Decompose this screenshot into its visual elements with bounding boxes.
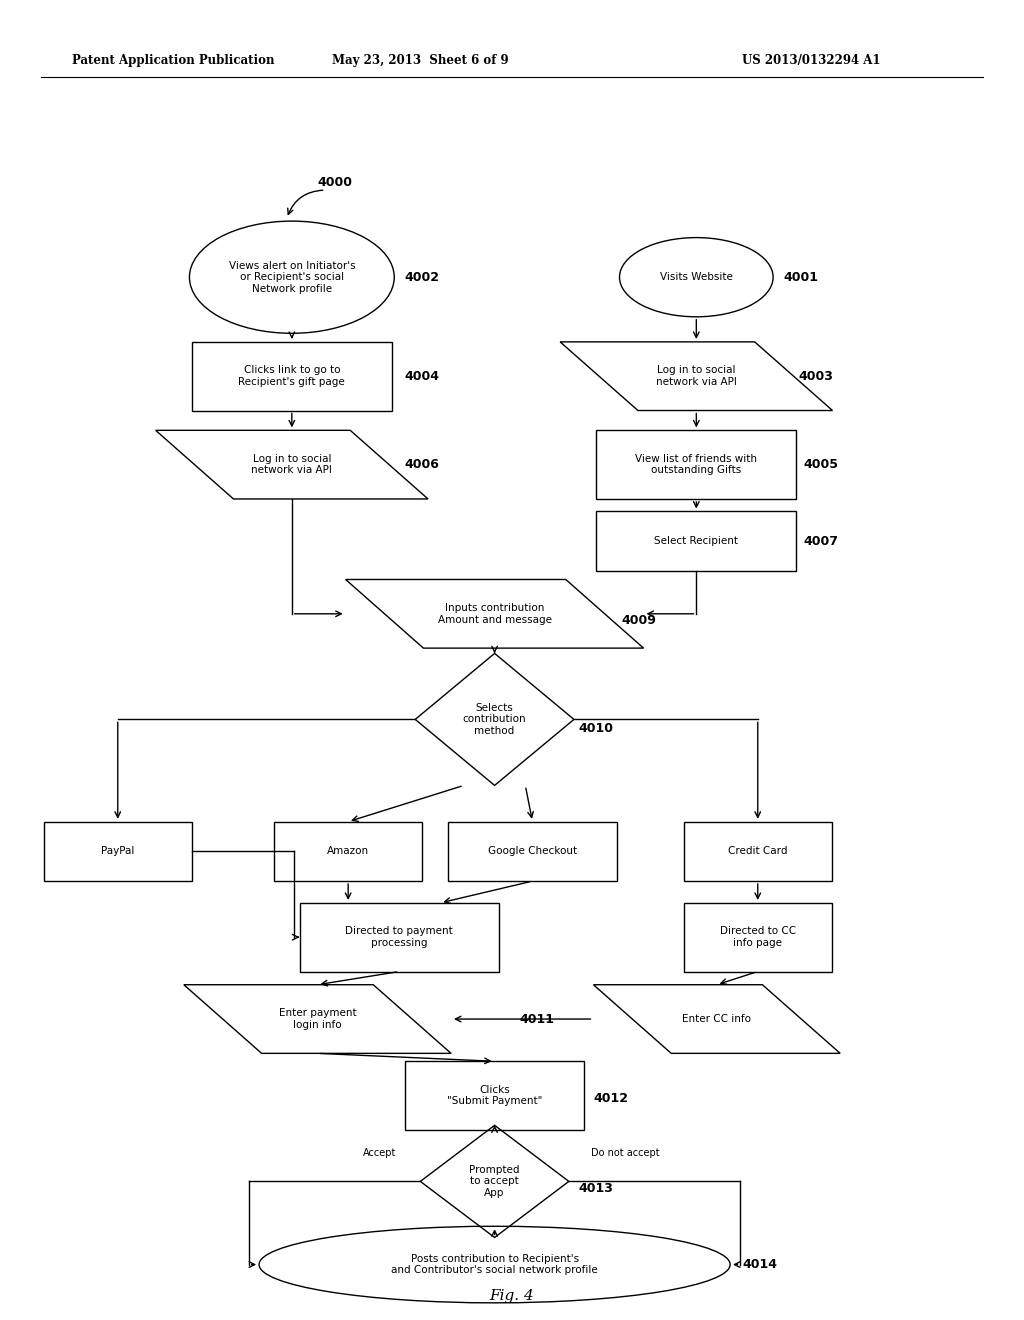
Text: 4005: 4005 [804,458,839,471]
Text: Log in to social
network via API: Log in to social network via API [252,454,332,475]
Text: Amazon: Amazon [327,846,370,857]
Text: Log in to social
network via API: Log in to social network via API [656,366,736,387]
Text: 4014: 4014 [742,1258,777,1271]
Text: 4001: 4001 [783,271,818,284]
Text: Visits Website: Visits Website [659,272,733,282]
Bar [684,821,831,882]
Text: 4000: 4000 [317,176,352,189]
Text: 4010: 4010 [579,722,613,735]
Text: 4009: 4009 [622,614,656,627]
Text: 4003: 4003 [799,370,834,383]
Text: Fig. 4: Fig. 4 [489,1290,535,1303]
Text: Accept: Accept [362,1147,396,1158]
Text: Enter CC info: Enter CC info [682,1014,752,1024]
Text: Views alert on Initiator's
or Recipient's social
Network profile: Views alert on Initiator's or Recipient'… [228,260,355,294]
Text: Selects
contribution
method: Selects contribution method [463,702,526,737]
Bar [404,1061,584,1130]
Bar [596,430,797,499]
Text: Credit Card: Credit Card [728,846,787,857]
Text: 4007: 4007 [804,535,839,548]
Text: Posts contribution to Recipient's
and Contributor's social network profile: Posts contribution to Recipient's and Co… [391,1254,598,1275]
Text: Patent Application Publication: Patent Application Publication [72,54,274,67]
Text: 4004: 4004 [404,370,439,383]
Bar [299,903,500,972]
Text: 4011: 4011 [519,1012,554,1026]
Text: Inputs contribution
Amount and message: Inputs contribution Amount and message [437,603,552,624]
Text: Directed to CC
info page: Directed to CC info page [720,927,796,948]
Text: Directed to payment
processing: Directed to payment processing [345,927,454,948]
Bar [191,342,391,411]
Text: 4013: 4013 [579,1181,613,1195]
Text: Clicks
"Submit Payment": Clicks "Submit Payment" [446,1085,543,1106]
Bar [274,821,422,882]
Bar [596,511,797,570]
Text: Do not accept: Do not accept [591,1147,659,1158]
Text: Select Recipient: Select Recipient [654,536,738,546]
Text: View list of friends with
outstanding Gifts: View list of friends with outstanding Gi… [635,454,758,475]
Bar [449,821,616,882]
Text: PayPal: PayPal [101,846,134,857]
Text: Enter payment
login info: Enter payment login info [279,1008,356,1030]
Text: 4006: 4006 [404,458,439,471]
Text: 4002: 4002 [404,271,439,284]
Text: Prompted
to accept
App: Prompted to accept App [469,1164,520,1199]
Text: 4012: 4012 [594,1092,629,1105]
Bar [684,903,831,972]
Text: May 23, 2013  Sheet 6 of 9: May 23, 2013 Sheet 6 of 9 [332,54,508,67]
Text: Clicks link to go to
Recipient's gift page: Clicks link to go to Recipient's gift pa… [239,366,345,387]
Bar [44,821,193,882]
Text: Google Checkout: Google Checkout [487,846,578,857]
Text: US 2013/0132294 A1: US 2013/0132294 A1 [742,54,881,67]
